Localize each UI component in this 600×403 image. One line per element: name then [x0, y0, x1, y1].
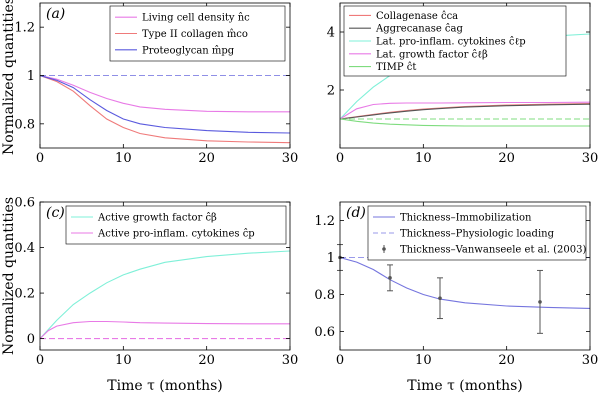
- legend-label-1: Aggrecanase ĉag: [375, 24, 463, 35]
- legend-label-4: TIMP ĉt: [376, 62, 416, 73]
- x-axis-label-left: Time τ (months): [107, 378, 223, 394]
- panel-label: (d): [346, 205, 366, 221]
- legend-label-2: Proteoglycan m̂pg: [142, 45, 235, 56]
- x-tick-label: 30: [282, 353, 299, 368]
- panel-d: 0 10 20 30 0.6 0.8 1 1.2 (d) Thickness–Immobiliza…: [314, 201, 599, 368]
- series-line-1: [40, 74, 290, 144]
- series-line-0: [340, 103, 590, 120]
- legend-label-0: Active growth factor ĉβ: [97, 213, 217, 224]
- panel-label: (a): [46, 6, 65, 22]
- legend-label-0: Collagenase ĉca: [376, 11, 458, 22]
- y-tick-label: 0.6: [14, 196, 35, 211]
- x-tick-label: 0: [36, 353, 44, 368]
- legend-box: [343, 5, 567, 77]
- y-tick-label: 0.4: [14, 241, 35, 256]
- axes-frame: [339, 201, 591, 351]
- axes-frame: [39, 201, 291, 351]
- series-line-4: [340, 118, 590, 127]
- x-tick-label: 30: [582, 353, 599, 368]
- axes-layer: 0 10 20 300.811.2(a) Living cell density n̂c…: [14, 2, 599, 369]
- legend-label-1: Type II collagen m̂co: [142, 29, 248, 40]
- x-tick-label: 30: [582, 151, 599, 166]
- x-tick-label: 0: [336, 353, 344, 368]
- x-tick-label: 30: [282, 151, 299, 166]
- series-line-1: [40, 320, 290, 339]
- x-tick-label: 10: [115, 353, 132, 368]
- y-tick-label: 1: [27, 69, 35, 84]
- data-point-2: [438, 296, 442, 301]
- x-tick-label: 0: [36, 151, 44, 166]
- y-tick-label: 2: [327, 84, 335, 99]
- y-tick-label: 0: [27, 332, 35, 347]
- y-tick-label: 0.6: [314, 325, 335, 340]
- y-tick-label: 1.2: [314, 214, 335, 229]
- y-axis-label-top: Normalized quantities: [1, 0, 17, 155]
- legend-label-1: Thickness–Physiologic loading: [400, 229, 555, 240]
- y-tick-label: 1.2: [14, 21, 35, 36]
- legend-label-0: Living cell density n̂c: [142, 13, 250, 24]
- legend-box: [367, 205, 587, 261]
- legend-label-1: Active pro-inflam. cytokines ĉp: [97, 229, 255, 240]
- series-line-0: [40, 74, 290, 113]
- y-axis-label-bottom: Normalized quantities: [1, 197, 17, 355]
- series-line-1: [340, 103, 590, 120]
- x-tick-label: 10: [415, 151, 432, 166]
- y-tick-label: 4: [327, 26, 335, 41]
- data-point-1: [388, 276, 392, 280]
- legend-label-errorbars: Thickness–Vanwanseele et al. (2003): [400, 245, 587, 256]
- x-tick-label: 20: [198, 151, 215, 166]
- x-axis-label-right: Time τ (months): [407, 378, 523, 394]
- x-tick-label: 20: [198, 353, 215, 368]
- series-line-3: [340, 101, 590, 120]
- x-tick-label: 20: [498, 353, 515, 368]
- x-tick-label: 0: [336, 151, 344, 166]
- series-line-0: [40, 250, 290, 339]
- legend-box: [65, 205, 287, 245]
- legend-label-2: Lat. pro-inflam. cytokines ĉℓp: [376, 37, 526, 48]
- legend-box: [109, 5, 286, 62]
- legend-label-0: Thickness–Immobilization: [400, 213, 532, 224]
- axes-frame: [339, 2, 591, 149]
- series-line-0: [340, 256, 590, 309]
- y-tick-label: 0.8: [314, 288, 335, 303]
- legend-errorbar-point: [382, 247, 386, 251]
- x-tick-label: 10: [115, 151, 132, 166]
- x-tick-label: 20: [498, 151, 515, 166]
- x-tick-label: 10: [415, 353, 432, 368]
- y-tick-label: 0.2: [14, 287, 35, 302]
- panel-label: (c): [46, 205, 65, 221]
- legend-label-3: Lat. growth factor ĉℓβ: [376, 49, 488, 60]
- panel-c: 0 10 20 30 0 0.2 0.4 0.6 (c) Active growth factor…: [14, 196, 298, 369]
- y-tick-label: 0.8: [14, 117, 35, 132]
- series-line-2: [40, 74, 290, 134]
- panel-a: 0 10 20 30 0.8 1 1.2 (a) Living cell density n̂c…: [14, 2, 299, 166]
- data-point-3: [538, 300, 542, 304]
- y-tick-label: 1: [327, 251, 335, 266]
